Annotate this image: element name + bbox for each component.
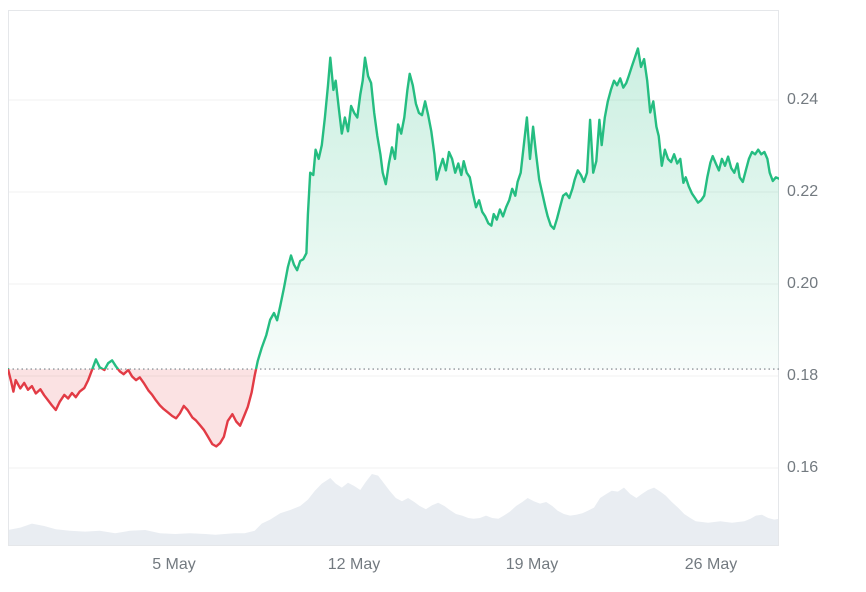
gain-fill-area bbox=[8, 48, 779, 370]
volume-area bbox=[8, 474, 779, 546]
y-axis-tick-label: 0.16 bbox=[787, 459, 819, 476]
x-axis-tick-label: 19 May bbox=[505, 556, 559, 573]
y-axis-tick-label: 0.20 bbox=[787, 275, 819, 292]
y-axis-tick-label: 0.22 bbox=[787, 183, 819, 200]
chart-plot-area[interactable] bbox=[8, 10, 779, 546]
y-axis-tick-label: 0.24 bbox=[787, 91, 819, 108]
price-line-down bbox=[8, 369, 258, 448]
price-line-up bbox=[8, 47, 779, 370]
y-axis-tick-label: 0.18 bbox=[787, 367, 819, 384]
x-axis-tick-label: 5 May bbox=[152, 556, 196, 573]
x-axis-tick-label: 12 May bbox=[327, 556, 381, 573]
loss-fill-area bbox=[8, 369, 257, 447]
x-axis-tick-label: 26 May bbox=[684, 556, 738, 573]
